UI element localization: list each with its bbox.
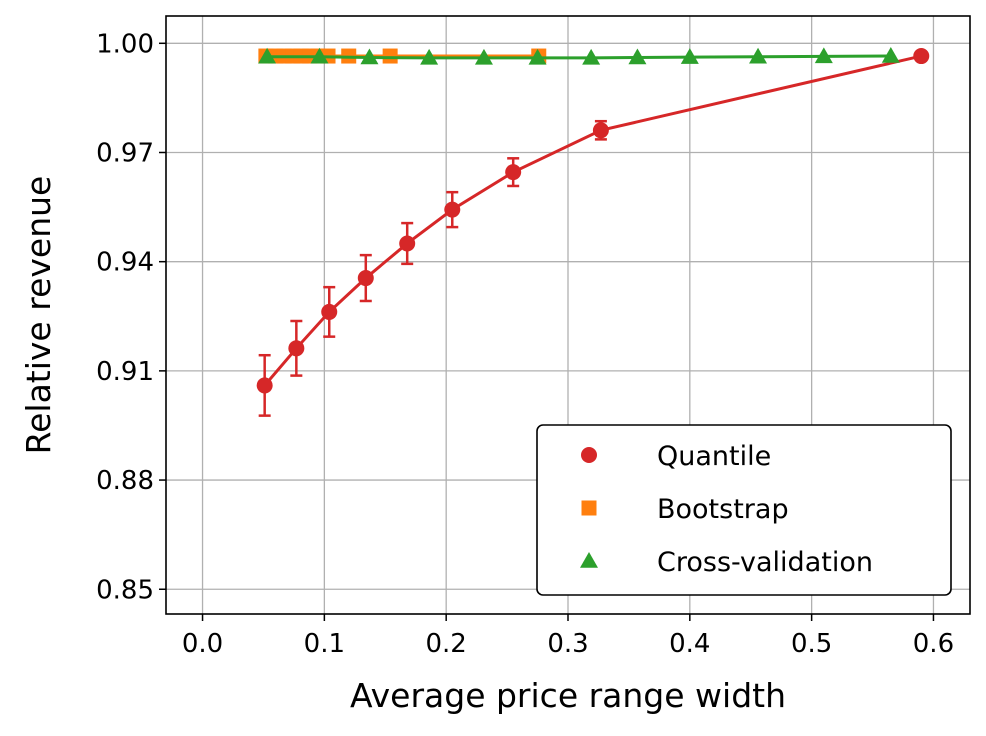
y-tick-label: 1.00 bbox=[96, 29, 154, 59]
cross-validation-point bbox=[258, 47, 277, 64]
cross-validation-point bbox=[420, 48, 439, 65]
y-tick-label: 0.88 bbox=[96, 466, 154, 496]
cross-validation-point bbox=[881, 47, 900, 63]
legend-label-bootstrap: Bootstrap bbox=[657, 494, 789, 525]
x-tick-label: 0.1 bbox=[304, 629, 345, 659]
legend: Quantile Bootstrap Cross-validation bbox=[536, 424, 952, 596]
y-tick-label: 0.85 bbox=[96, 575, 154, 605]
axes: 0.0 0.1 0.2 0.3 0.4 0.5 0.6 0.85 0.88 0.91 0.94 0.9… bbox=[96, 29, 954, 659]
quantile-point bbox=[592, 122, 609, 139]
quantile-point bbox=[256, 377, 273, 394]
cross-validation-point bbox=[528, 48, 547, 65]
x-tick-label: 0.2 bbox=[426, 629, 467, 659]
legend-marker-bootstrap bbox=[581, 500, 597, 516]
quantile-point bbox=[288, 340, 305, 357]
x-tick-label: 0.6 bbox=[913, 629, 954, 659]
x-tick-label: 0.4 bbox=[669, 629, 710, 659]
cross-validation-point bbox=[582, 48, 601, 65]
legend-label-quantile: Quantile bbox=[657, 441, 771, 472]
quantile-point bbox=[444, 201, 461, 218]
quantile-point bbox=[321, 303, 338, 320]
x-tick-label: 0.3 bbox=[547, 629, 588, 659]
quantile-line bbox=[263, 54, 922, 387]
series-cross-validation bbox=[258, 47, 900, 65]
cross-validation-point bbox=[628, 48, 647, 65]
x-tick-label: 0.5 bbox=[791, 629, 832, 659]
cross-validation-line bbox=[267, 54, 891, 60]
legend-marker-quantile bbox=[581, 447, 597, 463]
bootstrap-point bbox=[382, 48, 398, 64]
cross-validation-point bbox=[474, 48, 493, 65]
legend-marker-cross-validation bbox=[580, 552, 598, 568]
quantile-point bbox=[505, 164, 522, 181]
y-tick-label: 0.94 bbox=[96, 248, 154, 278]
quantile-point bbox=[913, 48, 930, 65]
cross-validation-point bbox=[310, 47, 329, 64]
plot-series bbox=[256, 47, 930, 417]
x-tick-label: 0.0 bbox=[182, 629, 223, 659]
cross-validation-point bbox=[360, 48, 379, 65]
cross-validation-point bbox=[749, 47, 768, 64]
series-quantile bbox=[256, 48, 930, 417]
legend-box bbox=[536, 424, 952, 596]
grid bbox=[166, 16, 970, 614]
y-tick-label: 0.91 bbox=[96, 357, 154, 387]
quantile-point bbox=[399, 235, 416, 252]
cross-validation-point bbox=[814, 47, 833, 64]
quantile-point bbox=[357, 270, 374, 287]
cross-validation-point bbox=[680, 48, 699, 64]
y-tick-label: 0.97 bbox=[96, 138, 154, 168]
y-axis-title: Relative revenue bbox=[19, 176, 58, 455]
legend-label-cross-validation: Cross-validation bbox=[657, 547, 873, 578]
x-axis-title: Average price range width bbox=[350, 676, 786, 715]
